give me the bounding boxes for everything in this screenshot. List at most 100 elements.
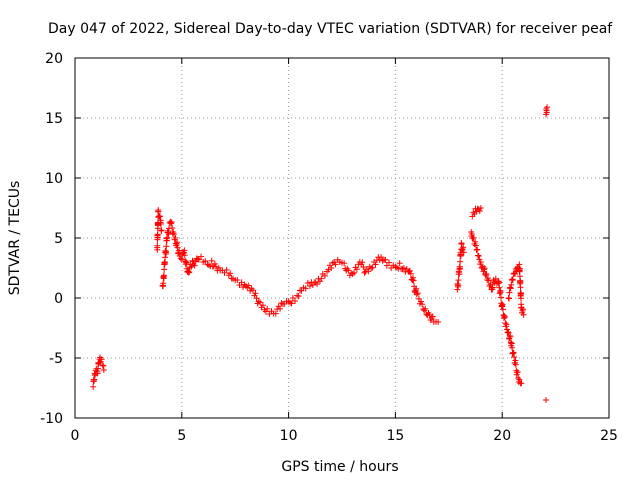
data-point	[349, 271, 356, 277]
data-point	[194, 256, 201, 263]
data-point	[318, 275, 325, 282]
data-point	[520, 311, 527, 318]
data-point	[413, 291, 420, 298]
data-point	[501, 313, 508, 319]
data-point	[275, 303, 282, 310]
y-tick-label: -10	[40, 411, 63, 427]
data-point	[252, 290, 259, 297]
data-point	[163, 248, 170, 255]
data-point	[202, 258, 209, 265]
data-point	[496, 284, 503, 291]
data-point	[272, 310, 279, 317]
data-point	[419, 301, 426, 308]
x-axis-label: GPS time / hours	[281, 459, 398, 475]
data-point	[366, 263, 373, 270]
data-point	[169, 224, 176, 231]
data-point	[160, 272, 167, 279]
data-point	[497, 289, 504, 296]
data-point	[248, 285, 255, 292]
data-point	[509, 277, 516, 283]
data-point	[234, 277, 241, 283]
data-point	[170, 231, 177, 238]
x-tick-label: 20	[493, 428, 511, 444]
data-point	[365, 268, 372, 275]
data-point	[456, 263, 463, 270]
data-point	[100, 362, 107, 369]
data-point	[460, 249, 467, 256]
data-point	[512, 271, 519, 277]
data-point	[162, 254, 169, 261]
data-point	[455, 277, 462, 284]
data-point	[100, 367, 107, 373]
y-tick-label: -5	[49, 351, 63, 367]
data-point	[474, 246, 481, 253]
data-point	[516, 376, 523, 383]
data-point	[185, 269, 192, 276]
data-point	[512, 361, 519, 368]
data-point	[474, 252, 481, 259]
data-point	[485, 277, 492, 284]
data-point	[500, 306, 507, 313]
data-point	[341, 260, 348, 267]
data-point	[518, 295, 525, 302]
data-point	[298, 287, 305, 294]
y-tick-label: 15	[45, 111, 63, 127]
data-point	[164, 234, 171, 241]
data-point	[410, 277, 417, 284]
data-point	[160, 280, 167, 287]
data-point	[306, 283, 313, 289]
data-point	[396, 260, 403, 267]
data-point	[509, 276, 516, 283]
data-point	[508, 281, 515, 288]
data-point	[481, 266, 488, 273]
data-point	[208, 257, 215, 264]
data-point	[178, 256, 185, 263]
axis-ticks: 0 5 10 15 20 25 -10 -5 0 5 10 15 20	[40, 51, 618, 444]
data-point	[400, 265, 407, 271]
data-point	[458, 241, 465, 247]
data-point	[385, 259, 392, 266]
data-point	[511, 354, 518, 361]
data-point	[191, 262, 198, 269]
data-point	[503, 321, 510, 328]
data-point	[517, 279, 524, 286]
data-point	[517, 284, 524, 291]
data-point	[172, 235, 179, 241]
data-point	[154, 242, 161, 249]
data-point	[426, 311, 433, 318]
data-point	[163, 243, 170, 250]
data-point	[292, 297, 299, 304]
data-point	[378, 254, 385, 261]
data-point	[477, 205, 484, 211]
y-tick-label: 10	[45, 171, 63, 187]
data-point	[295, 293, 302, 300]
data-point	[177, 255, 184, 262]
data-point	[543, 109, 550, 116]
data-point	[422, 305, 429, 312]
data-point	[328, 265, 335, 271]
data-point	[294, 292, 301, 299]
data-point	[372, 261, 379, 268]
data-point	[544, 104, 551, 111]
data-point	[181, 252, 188, 259]
data-point	[476, 208, 483, 215]
data-point	[189, 257, 196, 264]
data-point	[429, 313, 436, 320]
data-point	[176, 247, 183, 254]
data-point	[473, 247, 480, 253]
data-point	[506, 295, 513, 302]
data-point	[168, 219, 175, 226]
data-point	[472, 242, 479, 249]
data-point	[165, 231, 172, 238]
data-point	[542, 397, 549, 403]
data-point	[157, 213, 164, 220]
data-point	[484, 275, 491, 282]
data-point	[457, 258, 464, 265]
data-point	[475, 253, 482, 259]
data-point	[477, 259, 484, 265]
data-point	[515, 264, 522, 271]
data-point	[369, 264, 376, 271]
data-point	[314, 281, 321, 288]
data-point	[253, 295, 260, 302]
data-point	[351, 269, 358, 276]
